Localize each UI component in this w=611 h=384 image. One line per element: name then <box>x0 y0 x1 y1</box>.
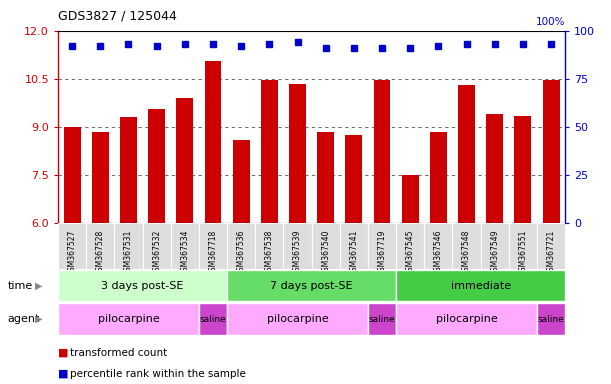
Bar <box>114 223 142 269</box>
Text: immediate: immediate <box>450 281 511 291</box>
Bar <box>396 223 424 269</box>
Bar <box>486 114 503 223</box>
Bar <box>233 139 250 223</box>
Bar <box>396 270 565 301</box>
Text: GSM367549: GSM367549 <box>490 230 499 276</box>
Bar <box>227 303 368 335</box>
Bar <box>430 132 447 223</box>
Text: pilocarpine: pilocarpine <box>266 314 328 324</box>
Text: GDS3827 / 125044: GDS3827 / 125044 <box>58 10 177 23</box>
Text: 3 days post-SE: 3 days post-SE <box>101 281 184 291</box>
Text: GSM367546: GSM367546 <box>434 230 443 276</box>
Text: saline: saline <box>538 314 565 324</box>
Bar <box>345 135 362 223</box>
Bar <box>458 85 475 223</box>
Bar <box>368 303 396 335</box>
Text: GSM367541: GSM367541 <box>349 230 359 276</box>
Bar <box>205 61 221 223</box>
Text: GSM367548: GSM367548 <box>462 230 471 276</box>
Bar <box>509 223 537 269</box>
Text: ■: ■ <box>58 369 68 379</box>
Text: GSM367534: GSM367534 <box>180 230 189 276</box>
Bar <box>514 116 532 223</box>
Bar <box>373 80 390 223</box>
Bar <box>481 223 509 269</box>
Text: pilocarpine: pilocarpine <box>98 314 159 324</box>
Bar <box>86 223 114 269</box>
Bar <box>148 109 165 223</box>
Text: saline: saline <box>200 314 227 324</box>
Bar <box>543 80 560 223</box>
Text: ▶: ▶ <box>35 281 43 291</box>
Text: ▶: ▶ <box>35 314 43 324</box>
Bar <box>289 84 306 223</box>
Bar <box>537 223 565 269</box>
Text: GSM367527: GSM367527 <box>68 230 76 276</box>
Text: saline: saline <box>368 314 395 324</box>
Bar <box>58 223 86 269</box>
Bar <box>58 303 199 335</box>
Bar <box>340 223 368 269</box>
Bar <box>170 223 199 269</box>
Text: 7 days post-SE: 7 days post-SE <box>270 281 353 291</box>
Bar <box>120 117 137 223</box>
Bar <box>402 175 419 223</box>
Bar <box>227 223 255 269</box>
Bar <box>284 223 312 269</box>
Text: GSM367531: GSM367531 <box>124 230 133 276</box>
Bar <box>317 132 334 223</box>
Bar <box>227 270 396 301</box>
Text: 100%: 100% <box>536 17 565 27</box>
Bar <box>424 223 453 269</box>
Bar <box>92 132 109 223</box>
Bar <box>261 80 278 223</box>
Bar <box>312 223 340 269</box>
Bar <box>177 98 193 223</box>
Text: ■: ■ <box>58 348 68 358</box>
Text: GSM367532: GSM367532 <box>152 230 161 276</box>
Bar <box>199 303 227 335</box>
Text: percentile rank within the sample: percentile rank within the sample <box>70 369 246 379</box>
Text: transformed count: transformed count <box>70 348 167 358</box>
Bar <box>453 223 481 269</box>
Bar <box>255 223 284 269</box>
Text: GSM367551: GSM367551 <box>518 230 527 276</box>
Text: GSM367528: GSM367528 <box>96 230 105 276</box>
Text: agent: agent <box>7 314 40 324</box>
Bar <box>58 270 227 301</box>
Text: GSM367719: GSM367719 <box>378 230 387 276</box>
Text: GSM367721: GSM367721 <box>547 230 555 276</box>
Bar <box>537 303 565 335</box>
Bar <box>368 223 396 269</box>
Text: pilocarpine: pilocarpine <box>436 314 497 324</box>
Bar <box>64 127 81 223</box>
Bar <box>396 303 537 335</box>
Text: GSM367718: GSM367718 <box>208 230 218 276</box>
Text: GSM367536: GSM367536 <box>236 230 246 276</box>
Text: GSM367540: GSM367540 <box>321 230 330 276</box>
Bar <box>142 223 170 269</box>
Text: GSM367545: GSM367545 <box>406 230 415 276</box>
Bar <box>199 223 227 269</box>
Text: time: time <box>7 281 32 291</box>
Text: GSM367538: GSM367538 <box>265 230 274 276</box>
Text: GSM367539: GSM367539 <box>293 230 302 276</box>
